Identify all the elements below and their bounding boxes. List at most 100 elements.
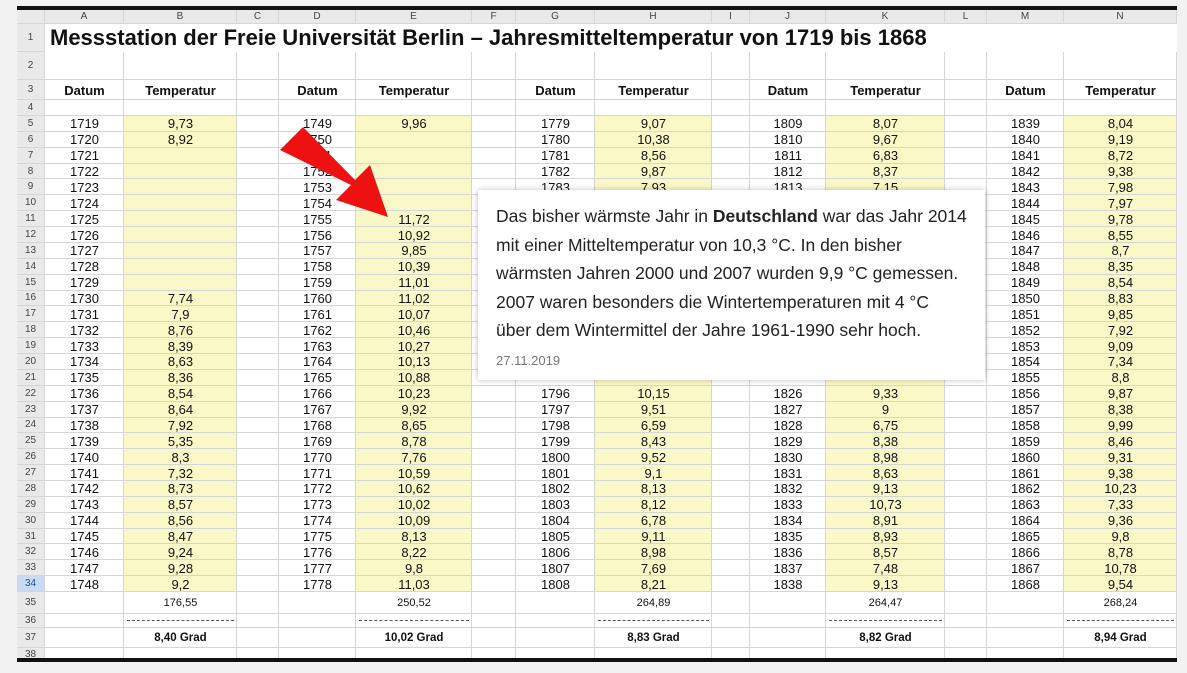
temperature-cell: 9,67 — [872, 132, 899, 148]
year-cell: 1867 — [1011, 560, 1040, 576]
cell — [945, 147, 987, 164]
cell — [516, 100, 595, 116]
row-number: 31 — [17, 528, 45, 545]
cell — [279, 354, 356, 370]
cell — [237, 512, 279, 529]
cell — [237, 80, 279, 100]
cell — [1064, 528, 1177, 545]
column-title: Datum — [297, 82, 338, 98]
cell — [45, 80, 124, 100]
row-number: 8 — [17, 163, 45, 180]
temperature-cell: 9,13 — [872, 576, 899, 592]
year-cell: 1768 — [303, 417, 332, 433]
cell — [595, 80, 712, 100]
temperature-cell: 10,27 — [397, 338, 431, 354]
year-cell: 1752 — [303, 164, 332, 180]
temperature-cell: 10,02 — [397, 497, 431, 513]
cell — [945, 628, 987, 648]
year-cell: 1732 — [70, 322, 99, 338]
cell — [826, 528, 945, 545]
cell — [124, 449, 237, 466]
cell — [124, 648, 237, 658]
cell — [237, 433, 279, 450]
row-number: 21 — [17, 369, 45, 386]
cell — [279, 322, 356, 339]
cell — [472, 560, 516, 577]
year-cell: 1723 — [70, 179, 99, 195]
cell — [45, 417, 124, 434]
cell — [945, 100, 987, 116]
cell — [356, 100, 472, 116]
year-cell: 1748 — [70, 576, 99, 592]
year-cell: 1772 — [303, 481, 332, 497]
cell — [472, 100, 516, 116]
year-cell: 1826 — [773, 386, 803, 402]
year-cell: 1749 — [303, 116, 332, 132]
column-title: Temperatur — [1085, 82, 1156, 98]
cell — [595, 628, 712, 648]
column-header: J — [750, 10, 826, 24]
cell — [987, 648, 1064, 658]
cell — [472, 401, 516, 418]
cell — [595, 592, 712, 614]
cell — [516, 614, 595, 628]
temperature-cell: 7,74 — [167, 290, 194, 306]
cell — [237, 211, 279, 228]
cell — [279, 496, 356, 513]
row-number: 30 — [17, 512, 45, 529]
cell — [45, 576, 124, 593]
cell — [356, 481, 472, 497]
cell — [472, 80, 516, 100]
cell — [712, 433, 750, 450]
cell — [945, 481, 987, 497]
cell — [987, 131, 1064, 148]
cell — [595, 481, 712, 497]
cell — [987, 147, 1064, 164]
cell — [472, 592, 516, 614]
cell — [987, 401, 1064, 418]
row-number: 16 — [17, 290, 45, 307]
cell — [472, 417, 516, 434]
cell — [595, 465, 712, 481]
year-cell: 1742 — [70, 481, 99, 497]
cell — [987, 52, 1064, 80]
cell — [279, 290, 356, 307]
cell — [356, 306, 472, 323]
temperature-cell: 8,35 — [1107, 259, 1134, 275]
cell — [516, 544, 595, 561]
cell — [595, 449, 712, 466]
cell — [124, 52, 237, 80]
cell — [712, 417, 750, 434]
cell — [279, 576, 356, 593]
cell — [237, 147, 279, 164]
year-cell: 1780 — [541, 132, 570, 148]
cell — [516, 163, 595, 180]
cell — [595, 417, 712, 434]
temperature-cell: 8,83 — [1107, 290, 1134, 306]
cell — [826, 163, 945, 180]
year-cell: 1860 — [1011, 449, 1040, 465]
cell — [1064, 131, 1177, 148]
cell — [356, 614, 472, 628]
temperature-cell: 9,09 — [1107, 338, 1134, 354]
cell — [124, 628, 237, 648]
temperature-cell: 11,01 — [398, 275, 430, 291]
cell — [712, 496, 750, 513]
mean-cell: 8,82 Grad — [859, 632, 912, 644]
cell — [750, 465, 826, 481]
row-number: 5 — [17, 116, 45, 132]
cell — [987, 628, 1064, 648]
cell — [750, 100, 826, 116]
year-cell: 1862 — [1011, 481, 1040, 497]
cell — [237, 179, 279, 196]
cell — [279, 544, 356, 561]
cell — [45, 592, 124, 614]
cell — [945, 528, 987, 545]
temperature-cell: 8,21 — [640, 576, 667, 592]
row-number: 28 — [17, 481, 45, 497]
cell — [1064, 258, 1177, 275]
cell — [987, 306, 1064, 323]
cell — [237, 242, 279, 259]
cell — [45, 306, 124, 323]
cell — [1064, 385, 1177, 402]
